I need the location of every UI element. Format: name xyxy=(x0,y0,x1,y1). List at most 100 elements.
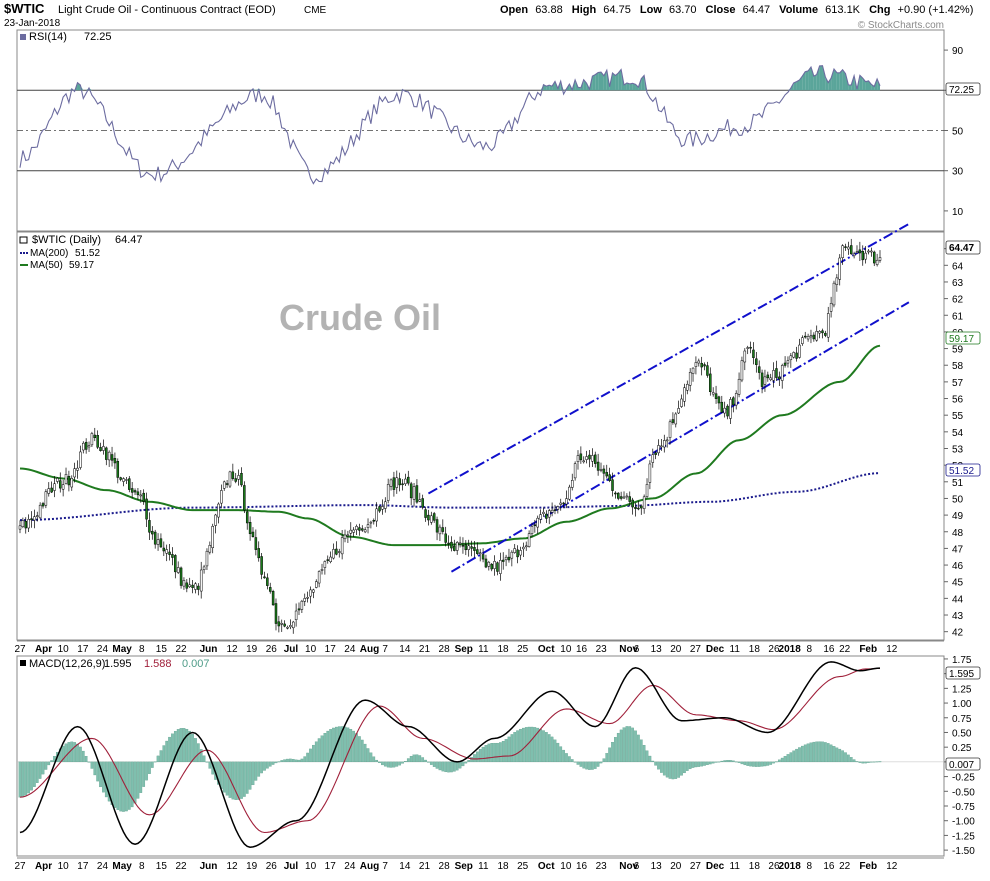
price-candle xyxy=(317,570,321,588)
macd-histogram-bar xyxy=(119,761,123,812)
candle-body xyxy=(553,509,557,511)
price-tick-label: 61 xyxy=(952,311,964,322)
date-tick-label: 26 xyxy=(266,861,278,872)
candle-body xyxy=(243,485,246,511)
candle-body xyxy=(343,534,347,540)
date-tick-label: Apr xyxy=(35,861,52,872)
candle-body xyxy=(749,346,752,349)
macd-histogram-bar xyxy=(516,730,519,763)
macd-histogram-bar xyxy=(691,761,695,768)
candle-body xyxy=(476,549,479,554)
macd-tick-label: -0.50 xyxy=(952,787,975,798)
price-candle xyxy=(481,548,485,563)
rsi-value: 72.25 xyxy=(84,31,112,43)
macd-histogram-bar xyxy=(789,752,793,763)
candle-body xyxy=(309,589,312,597)
macd-histogram-bar xyxy=(731,760,735,763)
date-tick-label: 22 xyxy=(839,644,851,655)
candle-body xyxy=(159,538,163,548)
candle-body xyxy=(401,483,404,486)
candle-body xyxy=(156,539,160,545)
macd-histogram-bar xyxy=(343,726,347,763)
candle-body xyxy=(542,511,545,514)
price-candle xyxy=(289,619,292,630)
date-tick-label: 23 xyxy=(596,861,608,872)
date-tick-label: 12 xyxy=(226,861,238,872)
macd-histogram-bar xyxy=(651,760,655,763)
macd-histogram-bar xyxy=(743,761,747,766)
macd-tick-label: -1.25 xyxy=(952,831,975,842)
high-value: 64.75 xyxy=(603,4,631,16)
macd-histogram-bar xyxy=(513,732,517,763)
candle-body xyxy=(789,355,793,361)
rsi-overbought-fill xyxy=(848,84,852,91)
macd-histogram-bar xyxy=(539,728,542,763)
macd-histogram-bar xyxy=(559,746,563,763)
candle-body xyxy=(622,496,626,499)
macd-histogram-bar xyxy=(660,761,663,773)
macd-histogram-bar xyxy=(683,761,686,774)
price-candle xyxy=(801,335,804,346)
candle-body xyxy=(835,277,839,285)
candle-body xyxy=(634,507,637,509)
date-tick-label: 17 xyxy=(77,861,89,872)
date-tick-label: 10 xyxy=(58,644,70,655)
macd-histogram-bar xyxy=(303,756,307,763)
candle-body xyxy=(815,330,818,341)
macd-histogram-bar xyxy=(708,761,712,765)
price-candle xyxy=(714,385,718,404)
price-candle xyxy=(769,373,772,382)
price-candle xyxy=(268,582,272,594)
candle-body xyxy=(737,378,741,395)
date-tick-label: May xyxy=(112,861,132,872)
candle-body xyxy=(501,559,505,562)
candle-body xyxy=(33,516,36,521)
price-candle xyxy=(64,467,68,485)
macd-histogram-bar xyxy=(79,746,82,763)
price-candle xyxy=(156,533,160,551)
rsi-overbought-fill xyxy=(822,65,826,91)
ma50-line xyxy=(19,344,881,547)
candle-body xyxy=(174,555,177,573)
candle-body xyxy=(110,454,114,461)
watermark: © StockCharts.com xyxy=(858,20,944,31)
date-axis-middle: 27 Apr 10 17 24 May 8 15 22 Jun 12 19 26 Jul 10 17 24 Aug… xyxy=(14,640,944,655)
price-candle xyxy=(70,475,74,491)
candle-body xyxy=(559,502,562,505)
date-tick-label: Jul xyxy=(284,861,299,872)
price-candle xyxy=(153,529,157,549)
macd-histogram-bar xyxy=(205,761,209,763)
rsi-overbought-fill xyxy=(595,72,599,91)
price-candle xyxy=(27,514,30,533)
price-candle xyxy=(228,470,232,489)
price-candle xyxy=(73,462,76,483)
macd-histogram-bar xyxy=(401,761,404,764)
date-tick-label: 13 xyxy=(651,861,663,872)
exchange-label: CME xyxy=(304,5,327,16)
price-candle xyxy=(56,476,59,484)
price-candle xyxy=(349,522,353,541)
price-candle xyxy=(536,515,539,534)
macd-histogram-bar xyxy=(473,754,476,763)
candle-body xyxy=(346,534,350,537)
macd-histogram-bar xyxy=(556,742,560,763)
candle-body xyxy=(821,330,824,334)
candle-body xyxy=(878,257,882,261)
macd-histogram-bar xyxy=(754,761,758,767)
price-candle xyxy=(125,476,128,485)
price-candle xyxy=(749,341,752,354)
macd-histogram-bar xyxy=(225,761,229,796)
rsi-overbought-fill xyxy=(802,71,806,91)
candle-body xyxy=(441,527,445,532)
macd-tick-label: 1.75 xyxy=(952,655,972,666)
price-candle xyxy=(165,544,168,562)
candle-body xyxy=(225,483,229,485)
date-tick-label: 10 xyxy=(58,861,70,872)
price-candle xyxy=(686,380,689,395)
macd-histogram-bar xyxy=(510,734,514,763)
candle-body xyxy=(199,569,203,592)
candle-body xyxy=(665,439,669,442)
date-tick-label: Oct xyxy=(538,644,555,655)
price-candle xyxy=(875,253,879,267)
crude-oil-annotation: Crude Oil xyxy=(279,297,441,338)
